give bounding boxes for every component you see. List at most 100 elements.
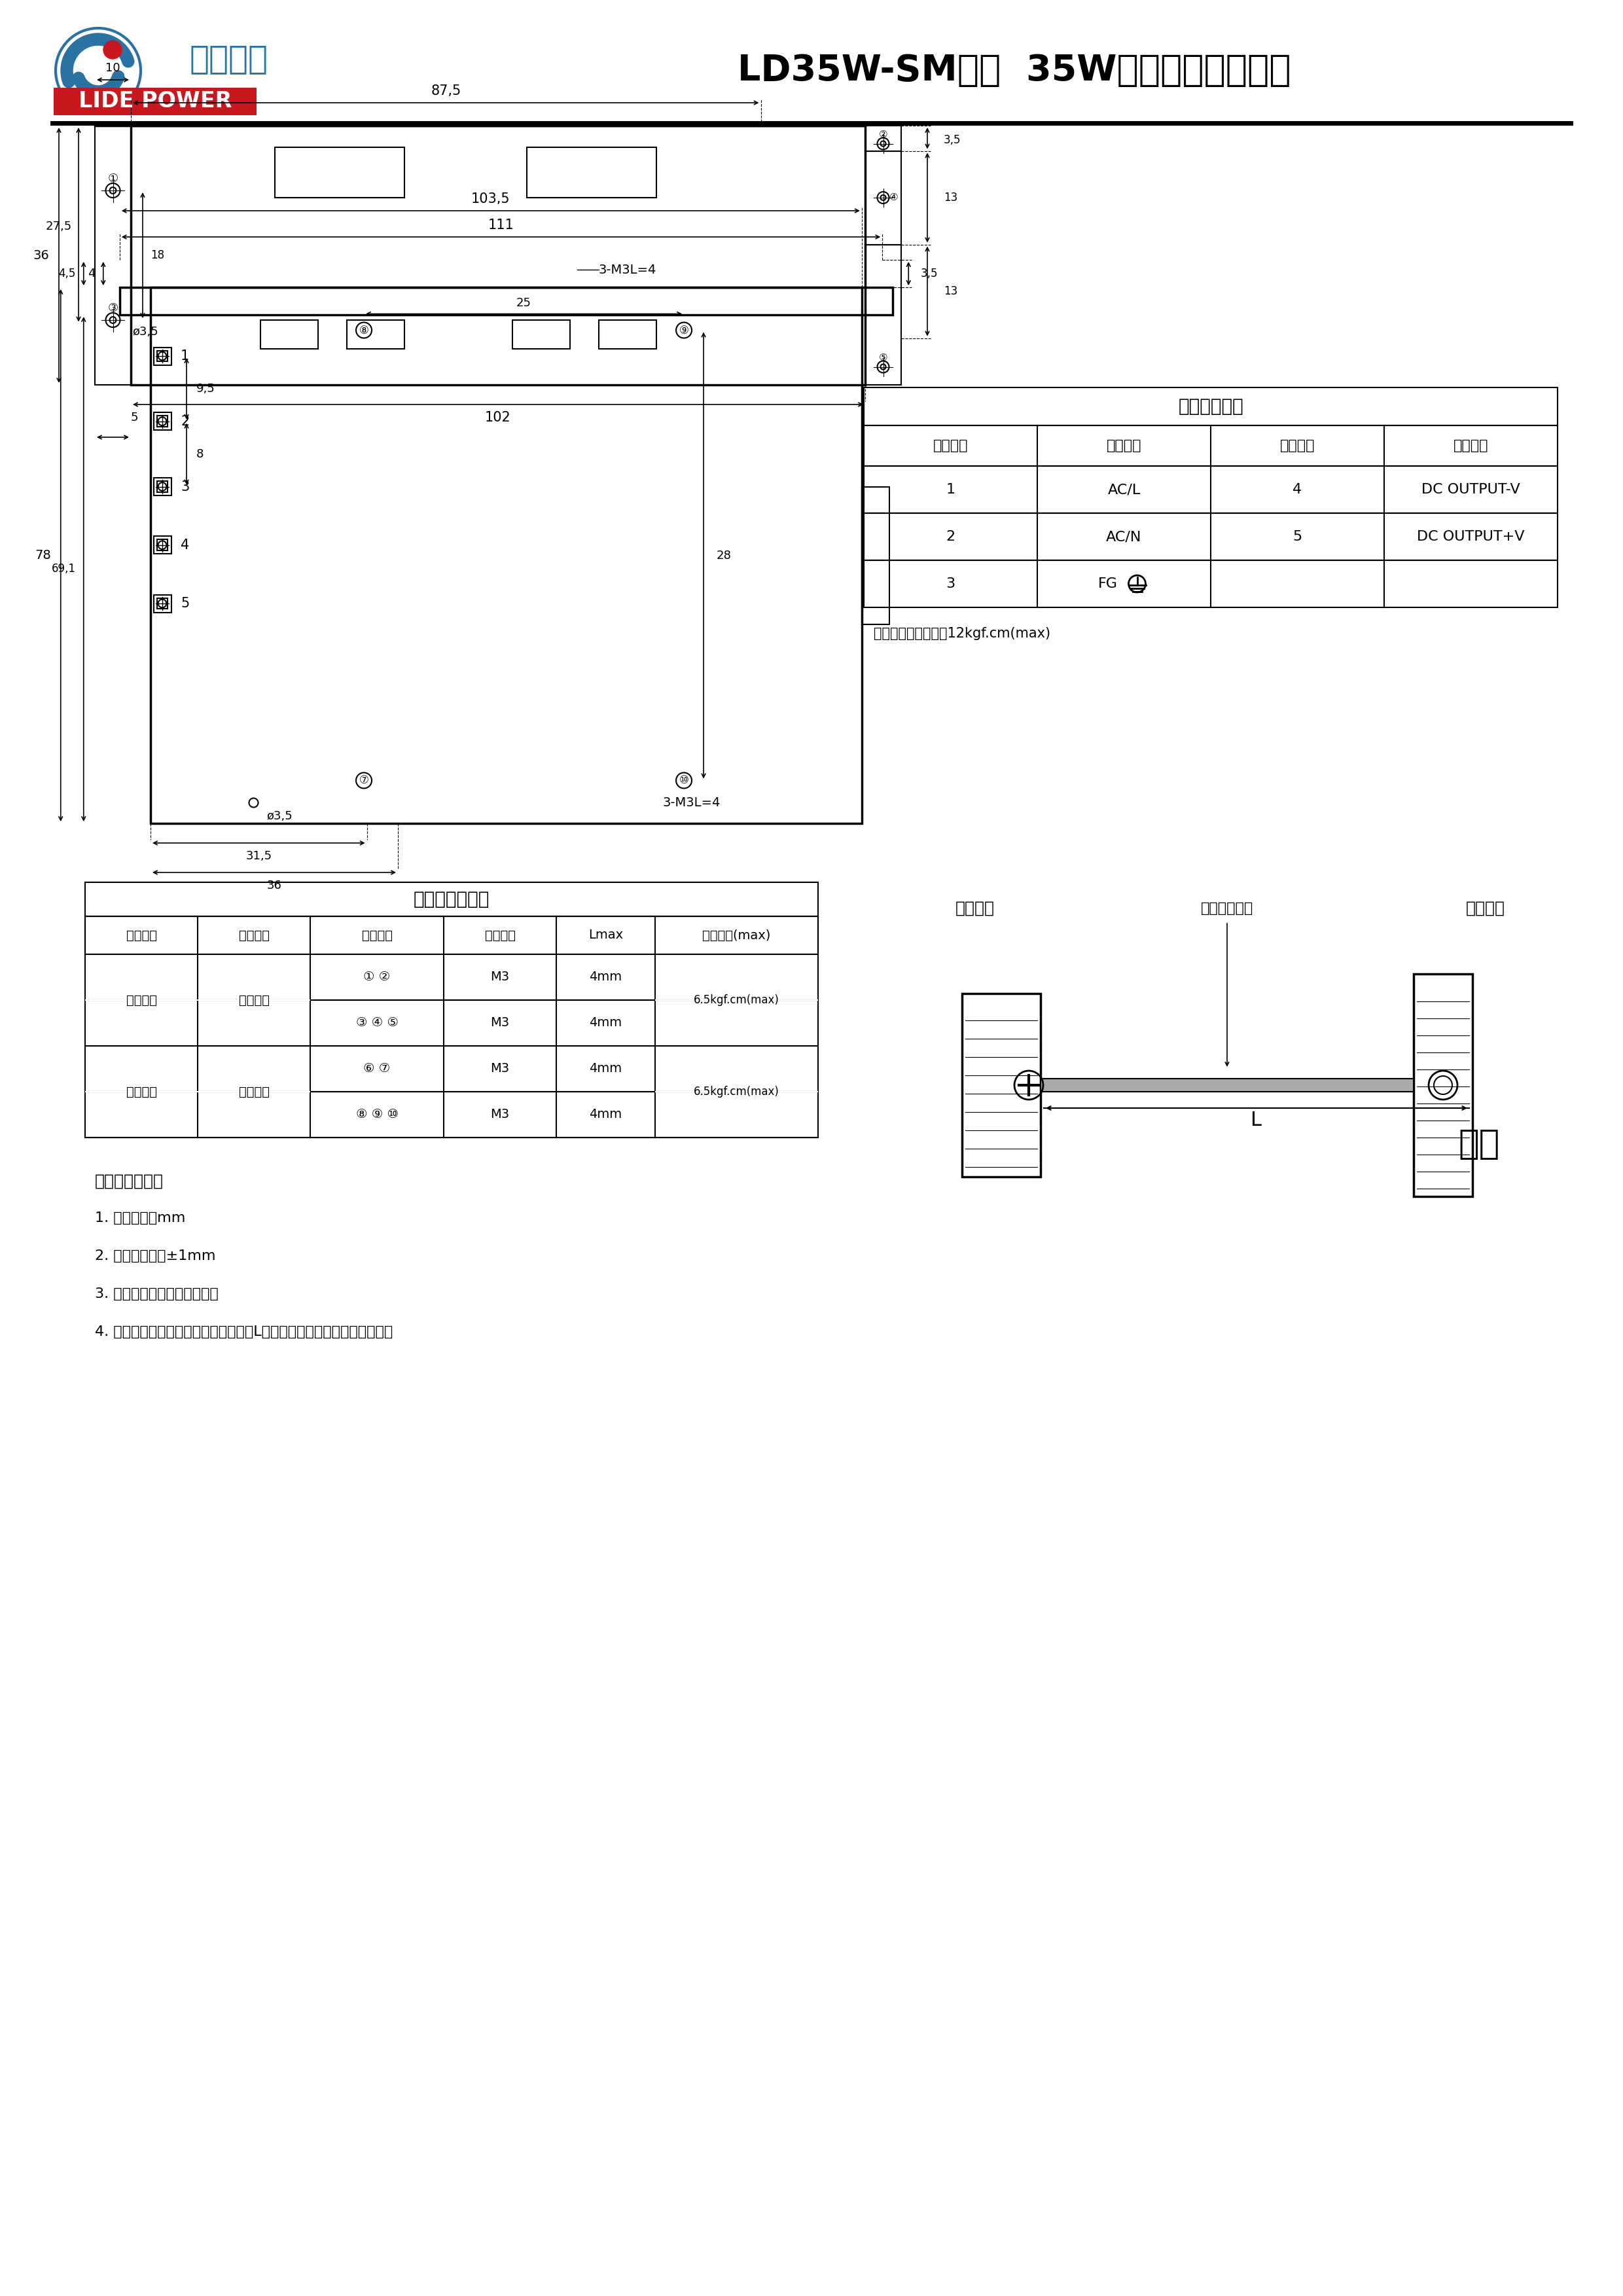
Text: 4: 4: [1294, 482, 1302, 496]
Text: 引脚功能: 引脚功能: [1453, 439, 1488, 452]
Bar: [84, 916, 818, 955]
Text: 2: 2: [946, 530, 956, 544]
Text: 力德电源: 力德电源: [190, 44, 268, 73]
Text: 13: 13: [943, 193, 958, 204]
Text: 8: 8: [196, 448, 204, 459]
Text: ⑨: ⑨: [678, 324, 688, 335]
Text: 4mm: 4mm: [589, 1017, 622, 1029]
Bar: [260, 319, 318, 349]
Text: 客户系统: 客户系统: [956, 900, 995, 916]
Bar: [154, 478, 170, 496]
Bar: [527, 147, 656, 197]
Text: 102: 102: [485, 411, 511, 425]
Text: AC/N: AC/N: [1107, 530, 1143, 544]
Text: 78: 78: [34, 549, 50, 563]
Bar: [347, 319, 404, 349]
Text: ③: ③: [107, 303, 118, 315]
Bar: [1414, 974, 1472, 1196]
Text: 螺丝规格: 螺丝规格: [485, 930, 516, 941]
Text: DC OUTPUT+V: DC OUTPUT+V: [1417, 530, 1524, 544]
Bar: [862, 487, 889, 625]
Text: ④: ④: [889, 193, 898, 202]
Text: 31,5: 31,5: [245, 850, 273, 861]
Bar: [863, 425, 1558, 466]
Bar: [863, 560, 1558, 608]
Text: 1. 尺寸单位：mm: 1. 尺寸单位：mm: [94, 1212, 185, 1224]
Bar: [157, 351, 167, 360]
Text: 10: 10: [105, 62, 120, 73]
Bar: [863, 512, 1558, 560]
Text: ⑧ ⑨ ⑩: ⑧ ⑨ ⑩: [355, 1109, 398, 1120]
Text: LIDE POWER: LIDE POWER: [78, 90, 232, 113]
Text: M3: M3: [490, 1017, 510, 1029]
Bar: [84, 916, 818, 1137]
Text: 3: 3: [946, 576, 956, 590]
Text: DC OUTPUT-V: DC OUTPUT-V: [1422, 482, 1521, 496]
Text: 103,5: 103,5: [471, 193, 510, 207]
Text: 111: 111: [489, 218, 514, 232]
Bar: [962, 994, 1040, 1178]
Text: 安装方位: 安装方位: [127, 930, 157, 941]
Text: Lmax: Lmax: [588, 930, 623, 941]
Text: 87,5: 87,5: [430, 85, 461, 96]
Text: 25: 25: [516, 296, 531, 308]
Text: 电源机壳: 电源机壳: [1466, 900, 1505, 916]
Text: 27,5: 27,5: [45, 220, 71, 232]
Text: M3: M3: [490, 1109, 510, 1120]
Text: 3-M3L=4: 3-M3L=4: [599, 264, 657, 276]
Text: 2: 2: [180, 416, 190, 427]
Text: M3: M3: [490, 971, 510, 983]
Text: 9,5: 9,5: [196, 383, 216, 395]
Bar: [94, 126, 131, 386]
Text: 4mm: 4mm: [589, 971, 622, 983]
Bar: [154, 595, 170, 613]
Text: 3,5: 3,5: [943, 133, 961, 147]
Bar: [54, 87, 256, 115]
Text: 螺丝固定: 螺丝固定: [239, 994, 269, 1006]
Bar: [131, 126, 865, 386]
Text: M3: M3: [490, 1063, 510, 1075]
Text: 4: 4: [180, 540, 190, 551]
Text: 1: 1: [180, 349, 190, 363]
Bar: [1040, 1079, 1414, 1091]
Text: 底面安装: 底面安装: [127, 1086, 157, 1097]
Text: 引脚编号: 引脚编号: [933, 439, 967, 452]
Text: FG: FG: [1097, 576, 1118, 590]
Bar: [157, 540, 167, 551]
Text: ①: ①: [107, 172, 118, 184]
Text: 示图: 示图: [1459, 1127, 1500, 1162]
Text: 5: 5: [180, 597, 190, 611]
Text: ⑧: ⑧: [359, 324, 368, 335]
Text: 4,5: 4,5: [58, 269, 76, 280]
Text: 5: 5: [1294, 530, 1302, 544]
Text: 安装注意事项：: 安装注意事项：: [94, 1173, 164, 1189]
Text: 3: 3: [180, 480, 190, 494]
Text: ⑦: ⑦: [359, 774, 368, 785]
Bar: [151, 287, 862, 824]
Text: 1: 1: [946, 482, 956, 496]
Text: ③ ④ ⑤: ③ ④ ⑤: [355, 1017, 398, 1029]
Text: 安装扭矩(max): 安装扭矩(max): [703, 930, 771, 941]
Text: 4mm: 4mm: [589, 1063, 622, 1075]
Text: 6.5kgf.cm(max): 6.5kgf.cm(max): [693, 994, 779, 1006]
Text: ⑥ ⑦: ⑥ ⑦: [364, 1063, 391, 1075]
Text: 6.5kgf.cm(max): 6.5kgf.cm(max): [693, 1086, 779, 1097]
Text: 18: 18: [151, 250, 164, 262]
Bar: [154, 347, 170, 365]
Bar: [84, 882, 818, 916]
Text: 5: 5: [131, 411, 138, 422]
Bar: [154, 413, 170, 429]
Text: 2. 未标注公差为±1mm: 2. 未标注公差为±1mm: [94, 1249, 216, 1263]
Text: LD35W-SM系列  35W单组输出开关电源: LD35W-SM系列 35W单组输出开关电源: [738, 53, 1290, 87]
Text: 28: 28: [717, 549, 732, 560]
Text: 36: 36: [266, 879, 282, 891]
Bar: [513, 319, 570, 349]
Text: 3. 选择对模块最佳的安装方式: 3. 选择对模块最佳的安装方式: [94, 1288, 219, 1300]
Text: 安装方式: 安装方式: [239, 930, 269, 941]
Text: 36: 36: [32, 248, 49, 262]
Text: ⑩: ⑩: [678, 774, 688, 785]
Text: 注：端子螺丝扭矩为12kgf.cm(max): 注：端子螺丝扭矩为12kgf.cm(max): [873, 627, 1050, 641]
Bar: [599, 319, 656, 349]
Bar: [863, 466, 1558, 512]
Text: 4. 为保证安全，螺丝装入电源机壳长度L（如右图所示）要满足上表所示。: 4. 为保证安全，螺丝装入电源机壳长度L（如右图所示）要满足上表所示。: [94, 1325, 393, 1339]
